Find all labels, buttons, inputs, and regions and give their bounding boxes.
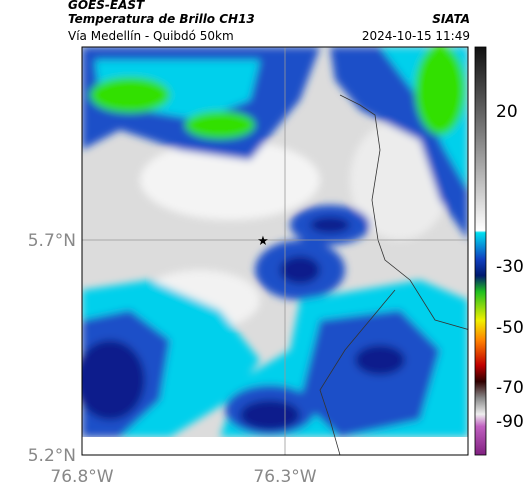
colorbar bbox=[474, 46, 487, 456]
timestamp: 2024-10-15 11:49 bbox=[362, 29, 470, 43]
agency: SIATA bbox=[432, 12, 470, 26]
lat-label: 5.2°N bbox=[28, 446, 76, 466]
title: Temperatura de Brillo CH13 bbox=[68, 12, 255, 26]
lon-label: 76.8°W bbox=[50, 467, 113, 487]
lon-label: 76.3°W bbox=[253, 467, 316, 487]
colorbar-tick: 20 bbox=[496, 102, 518, 122]
colorbar-tick: -70 bbox=[496, 378, 524, 398]
subtitle: Vía Medellín - Quibdó 50km bbox=[68, 29, 234, 43]
source: GOES-EAST bbox=[68, 0, 145, 12]
colorbar-tick: -30 bbox=[496, 257, 524, 277]
colorbar-tick: -50 bbox=[496, 318, 524, 338]
colorbar-tick: -90 bbox=[496, 412, 524, 432]
lat-label: 5.7°N bbox=[28, 231, 76, 251]
svg-text:★: ★ bbox=[257, 234, 269, 249]
satellite-image: ★ bbox=[82, 47, 468, 455]
